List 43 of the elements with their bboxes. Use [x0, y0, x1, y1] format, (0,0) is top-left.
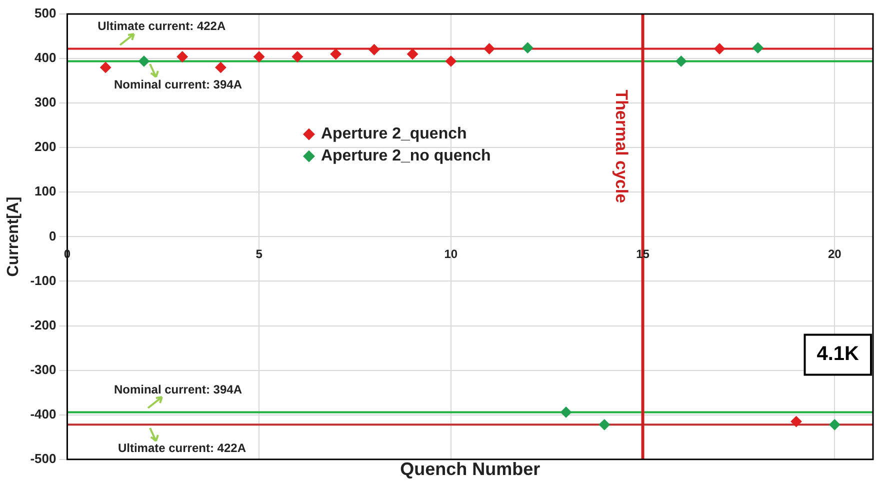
y-axis-title: Current[A] [5, 196, 22, 277]
point [484, 43, 495, 54]
legend-label: Aperture 2_quench [320, 126, 467, 143]
point [176, 51, 188, 62]
point [522, 42, 534, 54]
annotation: 4.1K [816, 343, 860, 366]
annotation: Ultimate current: 422A [118, 440, 246, 455]
x-tick-label: 20 [828, 247, 842, 262]
x-tick-label: 5 [256, 247, 263, 262]
y-tick-label: 300 [34, 94, 56, 110]
ref-line-label: Thermal cycle [612, 90, 632, 204]
point [330, 48, 342, 60]
y-tick-label: -400 [30, 406, 56, 422]
y-tick-label: -200 [30, 317, 56, 332]
annotation: Ultimate current: 422A [98, 19, 226, 34]
x-tick-label: 10 [444, 247, 458, 262]
point [752, 42, 764, 54]
y-tick-label: 100 [34, 184, 56, 199]
point [598, 419, 610, 430]
point [138, 56, 150, 67]
y-tick-label: 0 [48, 228, 56, 244]
y-tick-label: 400 [34, 50, 56, 66]
y-tick-label: 500 [34, 6, 56, 21]
legend-label: Aperture 2_no quench [320, 148, 491, 165]
x-axis-title: Quench Number [400, 459, 540, 480]
point [254, 51, 265, 62]
y-tick-label: -300 [30, 362, 56, 377]
annotation: Nominal current: 394A [114, 78, 242, 92]
point [292, 51, 303, 62]
y-tick-label: -100 [30, 272, 56, 288]
point [368, 44, 380, 56]
annotation: Nominal current: 394A [114, 382, 242, 396]
point [790, 416, 802, 428]
point [560, 406, 572, 418]
point [676, 56, 687, 67]
y-tick-label: 200 [34, 139, 56, 154]
point [100, 62, 112, 73]
point [407, 48, 418, 60]
point [215, 62, 226, 73]
y-tick-label: -500 [30, 450, 56, 466]
point [829, 419, 840, 430]
point [445, 56, 456, 67]
point [714, 43, 726, 54]
